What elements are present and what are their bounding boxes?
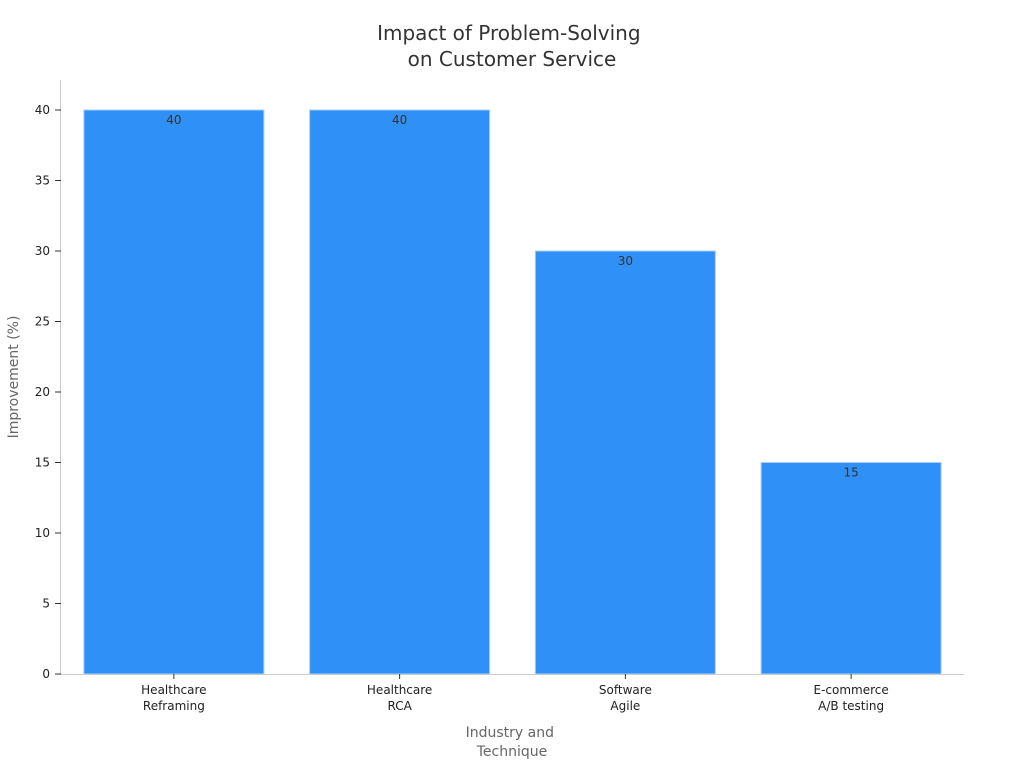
bars-group: [83, 109, 942, 675]
x-tick-label-line: A/B testing: [818, 699, 884, 713]
x-axis-ticks: Healthcare Reframing Healthcare RCA Software…: [141, 674, 889, 713]
y-tick-label: 15: [35, 456, 50, 470]
x-tick-label-line: Healthcare: [141, 683, 206, 697]
y-tick-label: 0: [42, 667, 50, 681]
bar-data-label: 40: [392, 113, 407, 127]
x-tick-label: E-commerce A/B testing: [813, 683, 888, 713]
y-tick-label: 35: [35, 174, 50, 188]
bar-data-label: 30: [618, 254, 633, 268]
y-axis-ticks: 0 5 10 15 20 25 30 35 40: [35, 103, 61, 681]
y-tick-label: 20: [35, 385, 50, 399]
y-tick-label: 40: [35, 103, 50, 117]
x-tick-label: Healthcare Reframing: [141, 683, 206, 713]
y-tick-label: 30: [35, 244, 50, 258]
y-tick-label: 25: [35, 315, 50, 329]
bar: [534, 250, 716, 675]
bar-data-label: 40: [166, 113, 181, 127]
bar: [309, 109, 491, 675]
chart-title-line-2: on Customer Service: [408, 47, 617, 71]
chart-title: Impact of Problem-Solving on Customer Se…: [377, 21, 647, 71]
bar-data-label: 15: [843, 466, 858, 480]
x-tick-label-line: E-commerce: [813, 683, 888, 697]
bar: [760, 462, 942, 675]
x-tick-label-line: Healthcare: [367, 683, 432, 697]
x-tick-label-line: Software: [599, 683, 652, 697]
bar: [83, 109, 265, 675]
y-tick-label: 5: [42, 597, 50, 611]
data-labels-group: 40 40 30 15: [166, 113, 859, 480]
y-tick-label: 10: [35, 526, 50, 540]
x-tick-label-line: RCA: [387, 699, 412, 713]
chart-title-line-1: Impact of Problem-Solving: [377, 21, 640, 45]
x-tick-label: Software Agile: [599, 683, 652, 713]
y-axis-title: Improvement (%): [6, 316, 22, 439]
x-tick-label-line: Reframing: [143, 699, 205, 713]
x-tick-label: Healthcare RCA: [367, 683, 432, 713]
x-tick-label-line: Agile: [610, 699, 640, 713]
x-axis-title: Industry and Technique: [466, 725, 559, 760]
x-axis-title-line-1: Industry and: [466, 725, 554, 741]
x-axis-title-line-2: Technique: [476, 744, 548, 760]
